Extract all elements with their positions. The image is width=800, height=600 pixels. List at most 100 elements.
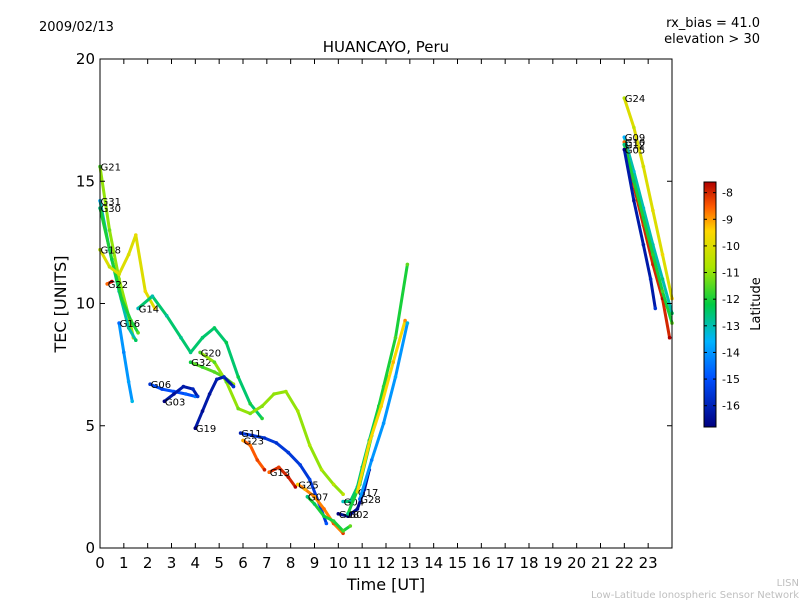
satellite-label: G17 xyxy=(358,488,378,499)
data-point xyxy=(660,277,665,281)
data-point xyxy=(188,350,193,355)
series-line xyxy=(241,438,266,472)
data-point xyxy=(107,265,112,269)
x-tick-label: 19 xyxy=(543,554,562,572)
data-point xyxy=(331,482,336,487)
series-g23: G23 xyxy=(241,436,267,472)
data-point xyxy=(296,482,300,487)
satellite-label: G10 xyxy=(625,138,645,149)
series-line xyxy=(358,321,409,501)
x-tick-label: 11 xyxy=(353,554,372,572)
data-point xyxy=(403,318,407,323)
data-point xyxy=(200,365,205,369)
satellite-label: G30 xyxy=(101,204,121,215)
y-tick-label: 0 xyxy=(85,539,95,557)
series-g17: G17 xyxy=(355,318,407,499)
data-point xyxy=(622,147,627,152)
data-point xyxy=(312,494,317,499)
data-point xyxy=(267,470,272,475)
x-tick-label: 20 xyxy=(567,554,586,572)
data-point xyxy=(130,399,134,404)
data-point xyxy=(262,436,267,440)
y-tick-label: 10 xyxy=(76,295,95,313)
data-point xyxy=(298,463,303,467)
colorbar-tick-label: -8 xyxy=(722,187,733,200)
series-g19: G19 xyxy=(193,375,236,435)
data-point xyxy=(286,475,291,479)
x-tick-label: 13 xyxy=(400,554,419,572)
series-line xyxy=(117,321,134,403)
satellite-label: G16 xyxy=(120,319,140,330)
satellite-label: G20 xyxy=(201,348,221,359)
satellite-label: G31 xyxy=(101,197,121,208)
data-point xyxy=(215,377,219,382)
colorbar-gradient xyxy=(703,181,717,428)
data-point xyxy=(305,494,310,499)
y-tick-label: 20 xyxy=(76,50,95,68)
data-point xyxy=(153,306,157,311)
y-tick-label: 5 xyxy=(85,417,95,435)
data-point xyxy=(648,277,653,281)
data-point xyxy=(355,507,360,511)
data-point xyxy=(355,490,360,494)
data-point xyxy=(119,296,124,301)
data-point xyxy=(150,294,155,299)
data-point xyxy=(322,507,326,511)
data-point xyxy=(660,289,665,294)
data-point xyxy=(348,524,353,528)
data-point xyxy=(651,208,655,213)
data-point xyxy=(129,318,133,323)
x-tick-label: 9 xyxy=(310,554,320,572)
data-point xyxy=(391,360,396,365)
data-point xyxy=(126,379,131,384)
data-point xyxy=(260,416,264,421)
footer-org-short: LISN xyxy=(777,578,799,589)
data-point xyxy=(162,399,167,404)
satellite-label: G12 xyxy=(625,141,645,152)
data-point xyxy=(198,350,202,355)
x-tick-label: 18 xyxy=(519,554,538,572)
data-point xyxy=(379,404,384,409)
data-point xyxy=(248,443,252,448)
data-point xyxy=(622,142,627,147)
satellite-label: G23 xyxy=(244,436,264,447)
satellite-label: G07 xyxy=(308,493,328,504)
data-point xyxy=(303,487,307,492)
data-point xyxy=(126,252,131,257)
data-point xyxy=(117,272,121,277)
series-line xyxy=(622,143,674,325)
x-tick-label: 15 xyxy=(448,554,467,572)
data-point xyxy=(274,441,279,445)
x-tick-label: 0 xyxy=(95,554,105,572)
data-point xyxy=(231,384,236,389)
series-g28: G28 xyxy=(358,321,410,506)
data-point xyxy=(358,497,362,501)
data-point xyxy=(632,125,636,130)
satellite-label: G21 xyxy=(101,163,121,174)
chart-title: HUANCAYO, Peru xyxy=(323,38,449,56)
data-point xyxy=(200,335,205,340)
data-point xyxy=(641,243,646,247)
data-point xyxy=(236,406,240,411)
data-point xyxy=(319,468,324,472)
x-tick-label: 17 xyxy=(496,554,515,572)
data-point xyxy=(262,468,267,472)
plot-frame xyxy=(99,58,673,549)
data-point xyxy=(296,409,300,413)
data-point xyxy=(346,512,350,516)
data-point xyxy=(341,499,345,504)
data-point xyxy=(250,433,255,438)
data-point xyxy=(179,335,183,340)
data-point xyxy=(293,485,298,489)
x-tick-label: 7 xyxy=(262,554,272,572)
data-point xyxy=(284,389,288,394)
data-point xyxy=(322,514,326,518)
satellite-label: G24 xyxy=(625,94,645,105)
data-point xyxy=(136,331,140,335)
data-point xyxy=(393,335,398,340)
series-g02: G02 xyxy=(346,262,410,521)
rx-bias-label: rx_bias = 41.0 xyxy=(666,16,760,31)
y-tick-label: 15 xyxy=(76,172,95,190)
satellite-label: G02 xyxy=(348,510,368,521)
data-point xyxy=(181,384,186,389)
